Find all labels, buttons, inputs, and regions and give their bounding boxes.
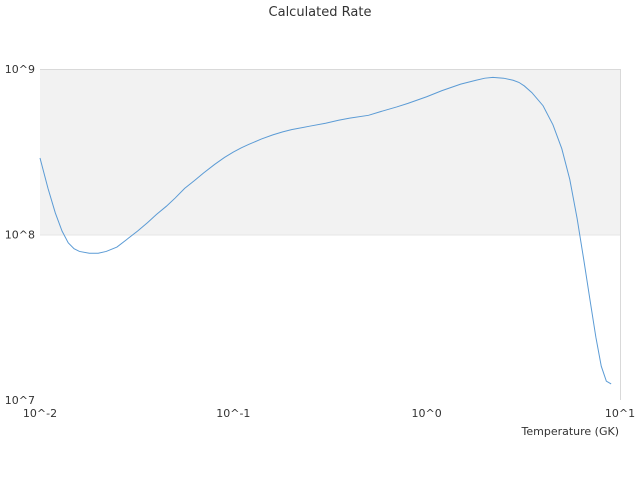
data-point — [281, 130, 284, 133]
data-point — [382, 109, 385, 112]
y-tick-label: 10^9 — [5, 63, 35, 76]
x-tick-label: 10^-2 — [23, 407, 57, 420]
data-point — [78, 250, 81, 253]
data-point — [512, 79, 515, 82]
data-point — [155, 213, 158, 216]
data-point — [594, 336, 597, 339]
x-tick-label: 10^-1 — [216, 407, 250, 420]
data-point — [425, 95, 428, 98]
y-axis-ticks: 10^7 10^8 10^9 — [5, 63, 35, 407]
data-point — [61, 229, 64, 232]
data-point — [568, 178, 571, 181]
data-point — [125, 238, 128, 241]
data-point — [348, 117, 351, 120]
data-point — [115, 246, 118, 249]
x-axis-label: Temperature (GK) — [521, 425, 620, 438]
data-point — [260, 137, 263, 140]
data-point — [491, 76, 494, 79]
x-axis-ticks: 10^-2 10^-1 10^0 10^1 — [23, 407, 635, 420]
data-point — [136, 229, 139, 232]
data-point — [517, 81, 520, 84]
data-point — [475, 79, 478, 82]
data-point — [54, 211, 57, 214]
data-point — [271, 133, 274, 136]
x-tick-label: 10^1 — [605, 407, 635, 420]
data-point — [183, 187, 186, 190]
data-point — [600, 365, 603, 368]
data-point — [97, 252, 100, 255]
data-point — [337, 119, 340, 122]
data-point — [324, 122, 327, 125]
y-tick-label: 10^8 — [5, 229, 35, 242]
data-point — [240, 146, 243, 149]
data-point — [309, 125, 312, 128]
data-point — [88, 252, 91, 255]
data-point — [146, 221, 149, 224]
data-point — [523, 84, 526, 87]
data-point — [395, 105, 398, 108]
data-point — [290, 128, 293, 131]
data-point — [47, 187, 50, 190]
data-point — [67, 241, 70, 244]
data-point — [610, 382, 613, 385]
data-point — [542, 104, 545, 107]
x-tick-label: 10^0 — [412, 407, 442, 420]
data-point — [174, 197, 177, 200]
data-point — [605, 380, 608, 383]
y-tick-label: 10^7 — [5, 394, 35, 407]
data-point — [530, 91, 533, 94]
data-point — [440, 89, 443, 92]
data-point — [576, 217, 579, 220]
data-point — [232, 151, 235, 154]
data-point — [589, 299, 592, 302]
data-point — [165, 205, 168, 208]
data-point — [213, 163, 216, 166]
data-point — [223, 156, 226, 159]
data-point — [105, 250, 108, 253]
data-point — [406, 102, 409, 105]
data-point — [367, 114, 370, 117]
data-point — [551, 123, 554, 126]
data-point — [502, 77, 505, 80]
data-point — [560, 147, 563, 150]
data-point — [73, 247, 76, 250]
series-line — [39, 76, 612, 385]
data-point — [459, 83, 462, 86]
data-point — [202, 172, 205, 175]
data-point — [39, 156, 42, 159]
data-point — [193, 179, 196, 182]
chart-title: Calculated Rate — [269, 5, 372, 20]
data-point — [247, 143, 250, 146]
data-point — [582, 259, 585, 262]
data-point — [483, 77, 486, 80]
shaded-band — [40, 69, 620, 235]
